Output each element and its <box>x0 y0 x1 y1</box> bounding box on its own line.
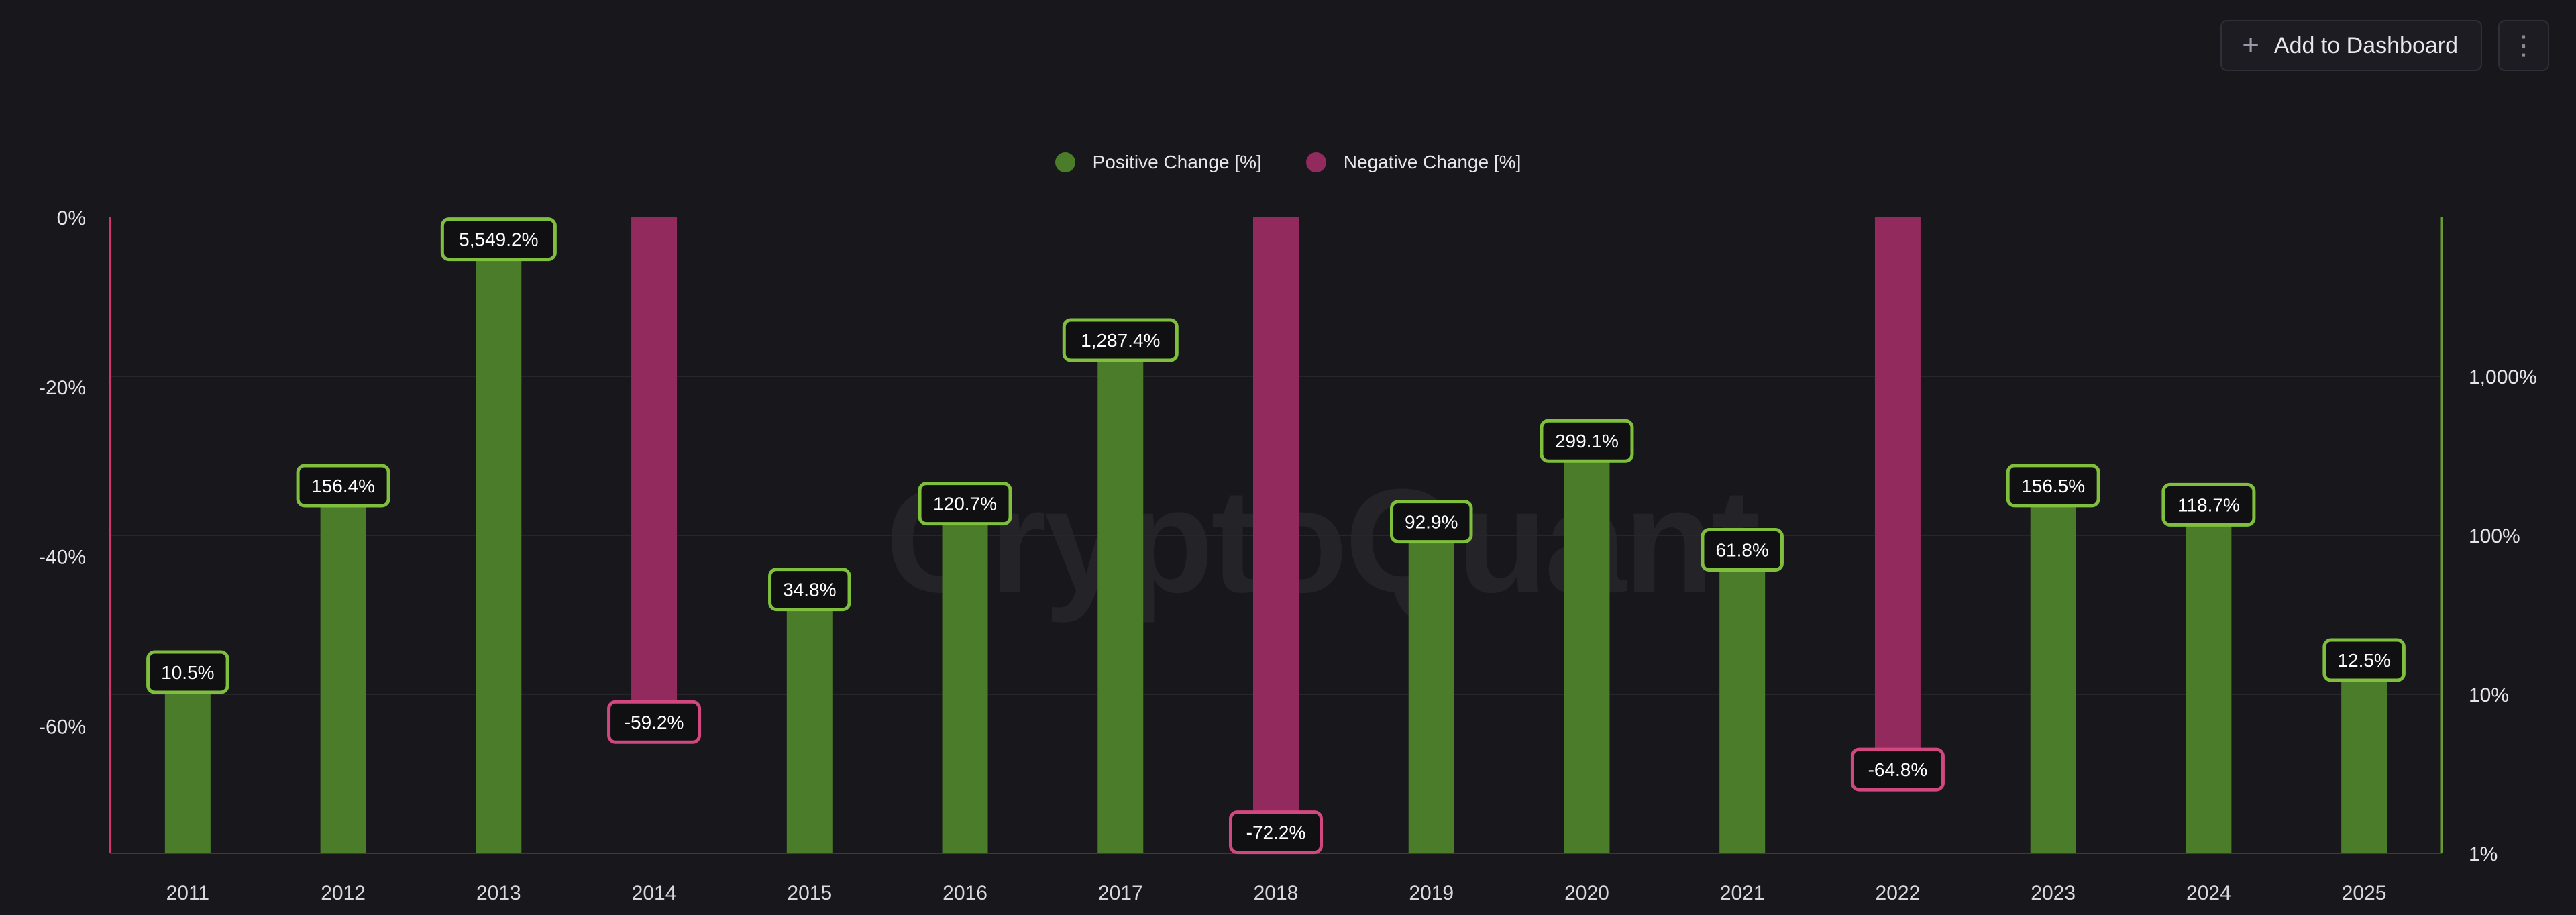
positive-bar <box>1408 540 1454 853</box>
x-axis-tick-label: 2019 <box>1409 882 1454 904</box>
x-axis-tick-label: 2021 <box>1720 882 1765 904</box>
more-options-button[interactable]: ⋮ <box>2498 20 2549 71</box>
positive-data-label-box <box>1701 528 1784 572</box>
positive-data-label-box <box>1062 318 1179 362</box>
negative-bar <box>1253 217 1299 830</box>
positive-bar <box>786 608 833 853</box>
chart-legend: Positive Change [%] Negative Change [%] <box>0 152 2576 173</box>
negative-bar <box>1874 217 1921 767</box>
negative-data-label: -59.2% <box>625 712 684 733</box>
vertical-dots-icon: ⋮ <box>2510 31 2537 60</box>
right-axis-tick-label: 1,000% <box>2469 366 2537 388</box>
right-axis-tick-label: 100% <box>2469 525 2520 547</box>
positive-bar <box>942 522 988 853</box>
positive-data-label-box <box>1540 419 1634 463</box>
x-axis-tick-label: 2024 <box>2186 882 2231 904</box>
negative-data-label: -64.8% <box>1868 759 1928 780</box>
positive-data-label: 156.4% <box>311 476 375 496</box>
toolbar: + Add to Dashboard ⋮ <box>2220 20 2549 71</box>
negative-data-label-box <box>1229 810 1323 855</box>
x-axis-tick-label: 2023 <box>2031 882 2076 904</box>
negative-data-label-box <box>1850 747 1945 792</box>
x-axis-tick-label: 2017 <box>1098 882 1143 904</box>
x-axis-tick-label: 2016 <box>943 882 987 904</box>
right-axis-tick-label: 10% <box>2469 684 2509 706</box>
positive-data-label: 299.1% <box>1555 431 1619 451</box>
right-axis-tick-label: 1% <box>2469 843 2498 865</box>
left-axis-tick-label: -60% <box>39 716 86 738</box>
positive-data-label: 5,549.2% <box>459 229 538 250</box>
left-axis-tick-label: -40% <box>39 547 86 569</box>
positive-data-label: 12.5% <box>2337 650 2390 671</box>
x-axis-tick-label: 2020 <box>1564 882 1609 904</box>
watermark: CryptoQuant <box>885 458 1760 623</box>
negative-data-label-box <box>607 700 702 744</box>
x-axis-tick-label: 2015 <box>787 882 832 904</box>
positive-bar <box>476 258 522 853</box>
positive-data-label: 1,287.4% <box>1081 330 1160 351</box>
positive-data-label: 10.5% <box>161 662 214 683</box>
positive-data-label-box <box>146 650 229 694</box>
positive-data-label-box <box>2322 638 2406 682</box>
plus-icon: + <box>2242 29 2259 62</box>
legend-item-positive[interactable]: Positive Change [%] <box>1055 152 1262 173</box>
positive-data-label-box <box>440 217 557 262</box>
legend-dot-negative <box>1305 152 1326 172</box>
positive-data-label: 61.8% <box>1715 540 1768 561</box>
negative-data-label: -72.2% <box>1246 822 1306 843</box>
legend-item-negative[interactable]: Negative Change [%] <box>1305 152 1521 173</box>
positive-bar <box>2341 679 2387 853</box>
positive-data-label: 34.8% <box>783 580 836 600</box>
positive-data-label: 120.7% <box>933 494 997 515</box>
positive-data-label-box <box>1389 500 1473 544</box>
x-axis-tick-label: 2014 <box>632 882 677 904</box>
x-axis-tick-label: 2011 <box>166 882 210 904</box>
positive-bar <box>1097 358 1144 853</box>
add-to-dashboard-label: Add to Dashboard <box>2273 32 2458 58</box>
positive-bar <box>164 690 211 853</box>
x-axis-tick-label: 2025 <box>2342 882 2387 904</box>
positive-bar <box>1719 568 1766 853</box>
positive-data-label-box <box>768 568 851 612</box>
left-axis-tick-label: -20% <box>39 377 86 399</box>
positive-data-label-box <box>2006 464 2100 508</box>
positive-data-label-box <box>296 464 390 508</box>
add-to-dashboard-button[interactable]: + Add to Dashboard <box>2220 20 2482 71</box>
x-axis-tick-label: 2022 <box>1876 882 1921 904</box>
legend-label-positive: Positive Change [%] <box>1092 152 1262 172</box>
positive-bar <box>1564 460 1610 853</box>
legend-label-negative: Negative Change [%] <box>1343 152 1521 172</box>
positive-data-label: 92.9% <box>1405 512 1458 533</box>
positive-data-label-box <box>918 482 1012 526</box>
positive-bar <box>320 504 366 853</box>
x-axis-tick-label: 2018 <box>1254 882 1299 904</box>
positive-bar <box>2186 523 2232 853</box>
x-axis-tick-label: 2012 <box>321 882 366 904</box>
negative-bar <box>631 217 678 720</box>
x-axis-tick-label: 2013 <box>476 882 521 904</box>
positive-data-label-box <box>2161 482 2256 527</box>
left-axis-tick-label: 0% <box>57 207 86 229</box>
positive-data-label: 156.5% <box>2021 476 2085 496</box>
positive-bar <box>2030 504 2076 853</box>
legend-dot-positive <box>1055 152 1075 172</box>
positive-data-label: 118.7% <box>2178 494 2240 515</box>
